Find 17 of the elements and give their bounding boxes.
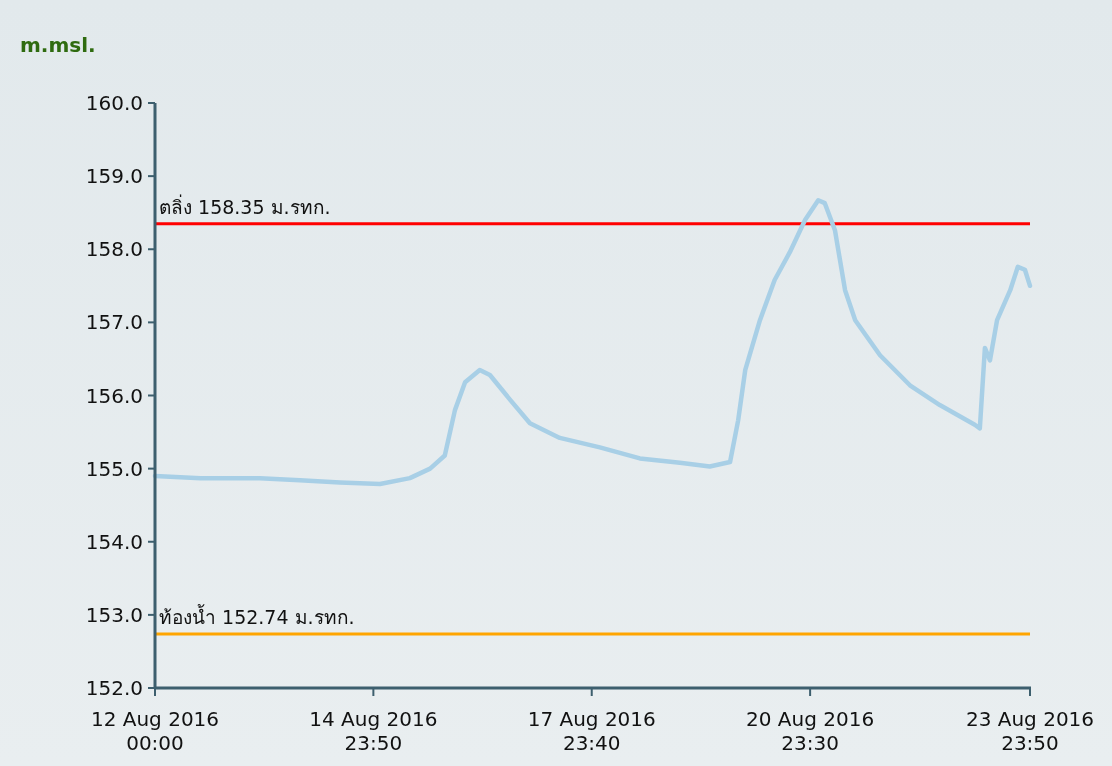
x-tick-label: 23 Aug 2016 23:50 xyxy=(965,707,1095,755)
x-tick-label: 12 Aug 2016 00:00 xyxy=(90,707,220,755)
y-tick-label: 160.0 xyxy=(85,91,143,115)
y-tick-label: 153.0 xyxy=(85,602,143,627)
y-tick-label: 152.0 xyxy=(85,676,143,700)
y-axis-title: m.msl. xyxy=(20,33,96,57)
y-tick-label: 157.0 xyxy=(85,310,143,335)
y-tick-label: 155.0 xyxy=(85,456,143,481)
y-tick-label: 154.0 xyxy=(85,529,143,554)
x-tick-label: 20 Aug 2016 23:30 xyxy=(746,707,875,755)
ref-line-label: ตลิ่ง 158.35 ม.รทก. xyxy=(159,193,331,218)
x-tick-label: 14 Aug 2016 23:50 xyxy=(309,707,438,755)
y-tick-label: 156.0 xyxy=(85,383,143,408)
ref-line-label: ท้องน้ำ 152.74 ม.รทก. xyxy=(159,603,355,628)
y-tick-label: 158.0 xyxy=(85,237,143,262)
x-tick-label: 17 Aug 2016 23:40 xyxy=(527,707,656,755)
y-tick-label: 159.0 xyxy=(85,164,143,189)
